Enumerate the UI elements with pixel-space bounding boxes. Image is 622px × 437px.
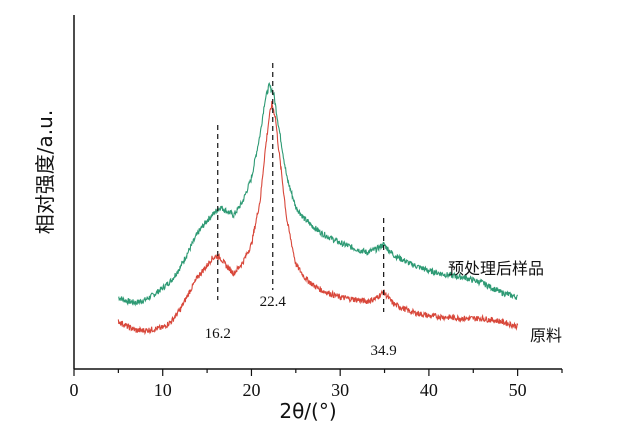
x-tick-label: 20 bbox=[242, 380, 260, 400]
x-axis-title: 2θ/(°) bbox=[279, 399, 336, 423]
x-ticks: 0 10 20 30 40 50 bbox=[70, 369, 563, 400]
peak-label-2: 34.9 bbox=[371, 343, 397, 359]
axes bbox=[73, 15, 562, 370]
peak-label-1: 22.4 bbox=[260, 294, 287, 310]
x-tick-label: 30 bbox=[331, 380, 349, 400]
peak-label-0: 16.2 bbox=[205, 326, 231, 342]
series-lines bbox=[117, 81, 519, 336]
x-tick-label: 10 bbox=[154, 380, 172, 400]
series-label-treated: 预处理后样品 bbox=[448, 259, 544, 278]
x-tick-label: 0 bbox=[70, 380, 79, 400]
y-axis-title: 相对强度/a.u. bbox=[33, 110, 57, 234]
x-tick-label: 50 bbox=[509, 380, 527, 400]
series-label-raw: 原料 bbox=[530, 326, 562, 345]
peak-annotations: 16.2 22.4 34.9 bbox=[205, 63, 397, 359]
x-tick-label: 40 bbox=[420, 380, 438, 400]
series-line-0 bbox=[118, 81, 519, 307]
series-line-1 bbox=[117, 100, 519, 336]
